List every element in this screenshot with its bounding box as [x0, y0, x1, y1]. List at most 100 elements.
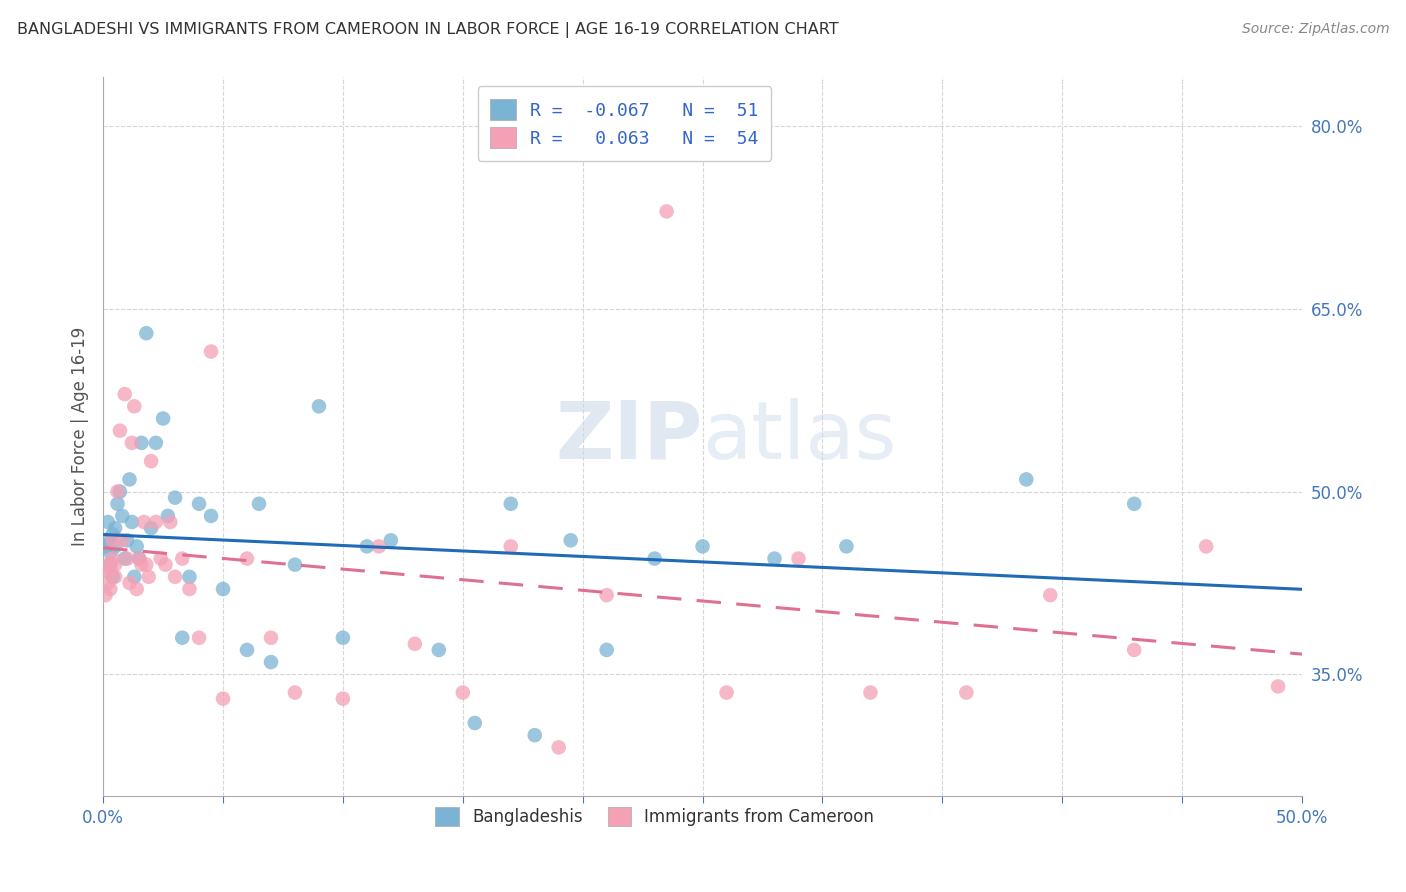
Point [152, 411, 174, 425]
Point [135, 326, 157, 341]
Point [108, 484, 131, 499]
Point [107, 484, 129, 499]
Point [560, 533, 582, 548]
Point [1039, 588, 1062, 602]
Point [188, 497, 211, 511]
Point [128, 551, 150, 566]
Point [111, 508, 134, 523]
Text: ZIP: ZIP [555, 398, 703, 475]
Point [124, 570, 146, 584]
Point [1195, 540, 1218, 554]
Point [236, 643, 259, 657]
Point [114, 551, 136, 566]
Point [859, 685, 882, 699]
Point [124, 400, 146, 414]
Point [125, 582, 148, 596]
Point [247, 497, 270, 511]
Point [98, 558, 121, 572]
Point [139, 521, 162, 535]
Legend: Bangladeshis, Immigrants from Cameroon: Bangladeshis, Immigrants from Cameroon [427, 798, 883, 835]
Point [145, 435, 167, 450]
Point [94, 588, 117, 602]
Point [595, 643, 617, 657]
Point [212, 691, 235, 706]
Point [94, 564, 117, 578]
Point [165, 491, 187, 505]
Point [212, 582, 235, 596]
Point [149, 551, 172, 566]
Point [115, 533, 138, 548]
Point [499, 497, 522, 511]
Point [236, 551, 259, 566]
Point [1015, 472, 1038, 486]
Point [132, 515, 155, 529]
Point [464, 716, 486, 731]
Point [451, 685, 474, 699]
Point [114, 387, 136, 401]
Point [139, 454, 162, 468]
Point [115, 551, 138, 566]
Point [108, 424, 131, 438]
Point [131, 558, 153, 572]
Point [156, 508, 179, 523]
Point [97, 533, 120, 548]
Point [101, 533, 124, 548]
Point [104, 540, 127, 554]
Point [332, 691, 354, 706]
Point [97, 558, 120, 572]
Point [499, 540, 522, 554]
Point [172, 551, 194, 566]
Point [284, 558, 307, 572]
Point [104, 570, 127, 584]
Text: atlas: atlas [703, 398, 897, 475]
Y-axis label: In Labor Force | Age 16-19: In Labor Force | Age 16-19 [72, 327, 89, 547]
Point [692, 540, 714, 554]
Point [179, 570, 201, 584]
Point [104, 521, 127, 535]
Point [523, 728, 546, 742]
Point [404, 637, 426, 651]
Point [135, 558, 157, 572]
Point [644, 551, 666, 566]
Point [367, 540, 389, 554]
Point [98, 545, 121, 559]
Point [121, 435, 143, 450]
Point [200, 344, 222, 359]
Point [200, 508, 222, 523]
Point [260, 631, 283, 645]
Point [787, 551, 810, 566]
Point [98, 582, 121, 596]
Point [104, 558, 127, 572]
Point [145, 515, 167, 529]
Point [98, 564, 121, 578]
Point [165, 570, 187, 584]
Point [118, 472, 141, 486]
Point [101, 527, 124, 541]
Point [547, 740, 569, 755]
Point [131, 435, 153, 450]
Point [138, 570, 160, 584]
Point [332, 631, 354, 645]
Point [101, 570, 124, 584]
Point [128, 551, 150, 566]
Point [172, 631, 194, 645]
Point [111, 533, 134, 548]
Point [1267, 680, 1289, 694]
Point [260, 655, 283, 669]
Point [356, 540, 378, 554]
Point [763, 551, 786, 566]
Point [188, 631, 211, 645]
Point [835, 540, 858, 554]
Point [101, 551, 124, 566]
Point [94, 540, 117, 554]
Point [284, 685, 307, 699]
Point [1123, 497, 1146, 511]
Text: Source: ZipAtlas.com: Source: ZipAtlas.com [1241, 22, 1389, 37]
Point [155, 558, 177, 572]
Point [97, 515, 120, 529]
Point [125, 540, 148, 554]
Point [159, 515, 181, 529]
Point [107, 497, 129, 511]
Point [118, 576, 141, 591]
Point [655, 204, 678, 219]
